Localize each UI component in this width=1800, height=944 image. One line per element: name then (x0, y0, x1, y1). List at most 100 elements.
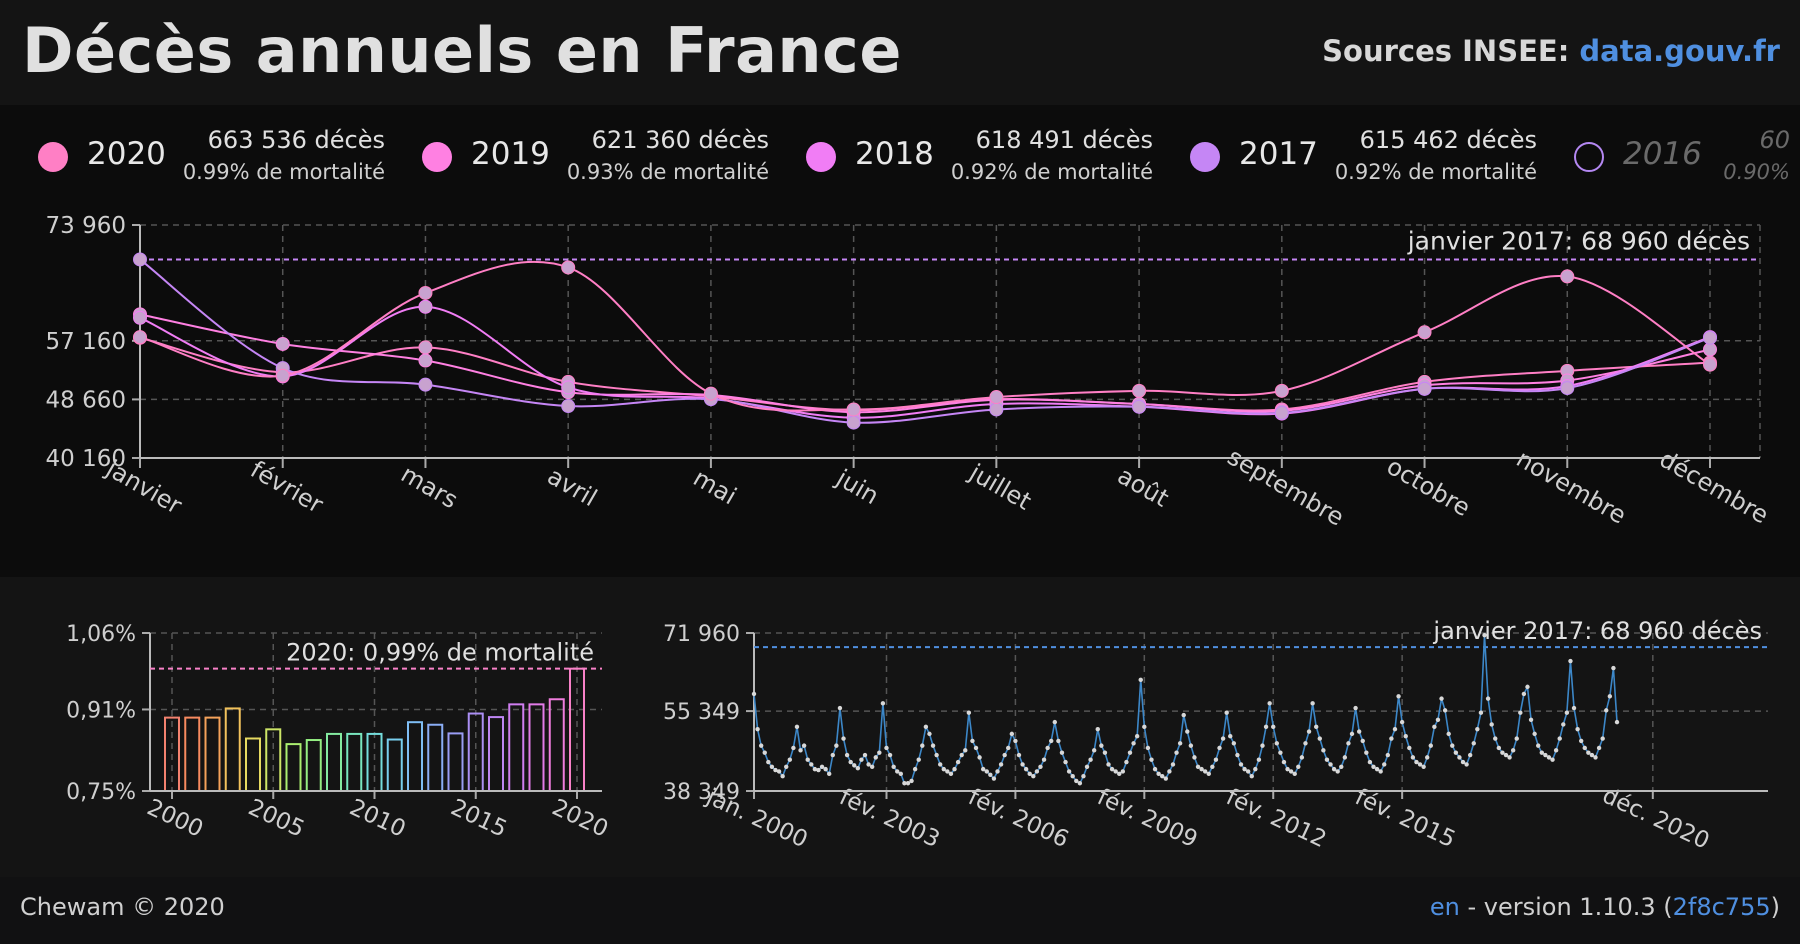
data-point (1292, 771, 1297, 777)
data-point (1113, 769, 1118, 774)
x-tick-label: 2000 (143, 795, 207, 843)
data-point (959, 752, 964, 758)
data-point (1132, 383, 1147, 398)
data-point (805, 757, 810, 762)
data-point (1532, 731, 1537, 737)
data-point (787, 757, 793, 762)
x-tick-label: fév. 2006 (964, 784, 1072, 853)
data-point (1439, 696, 1444, 701)
data-point (1578, 738, 1584, 744)
data-point (923, 724, 929, 730)
data-point (1070, 773, 1075, 779)
data-point (1560, 269, 1575, 284)
data-point (912, 766, 918, 772)
data-point (844, 752, 850, 758)
reference-label: janvier 2017: 68 960 décès (1407, 226, 1750, 255)
version-info: en - version 1.10.3 (2f8c755) (1430, 893, 1780, 921)
x-tick-label: fév. 2003 (835, 784, 943, 853)
data-point (1109, 766, 1115, 772)
data-point (980, 766, 986, 772)
data-point (823, 766, 828, 772)
data-point (1132, 399, 1147, 414)
data-point (1256, 757, 1262, 762)
data-point (1407, 745, 1412, 751)
data-point (1142, 724, 1147, 730)
sources-link[interactable]: data.gouv.fr (1579, 34, 1780, 68)
data-point (1167, 769, 1172, 774)
legend-item-2019[interactable]: 2019 621 360 décès 0.93% de mortalité (404, 118, 769, 198)
data-point (866, 762, 871, 767)
data-point (930, 743, 936, 748)
data-point (846, 415, 861, 430)
mortality-rate-chart: 1,06% 0,91% 0,75% 2000 2005 2010 2015 2020 2020:… (66, 622, 612, 843)
data-point (1521, 691, 1527, 697)
data-point (1510, 748, 1516, 753)
data-point (1371, 764, 1376, 769)
data-point (1131, 741, 1136, 746)
bar-2018 (528, 703, 545, 792)
data-point (1374, 766, 1380, 772)
data-point (887, 752, 893, 758)
data-point (1174, 750, 1179, 755)
legend-item-2017[interactable]: 2017 615 462 décès 0.92% de mortalité (1172, 118, 1537, 198)
legend-year: 2017 (1239, 136, 1318, 172)
data-point (1274, 741, 1280, 746)
data-point (1703, 357, 1717, 372)
data-point (1160, 773, 1165, 779)
bar-2017 (508, 703, 525, 792)
data-point (1417, 381, 1432, 396)
data-point (1356, 729, 1362, 734)
data-point (1020, 762, 1025, 767)
x-tick-label: fév. 2015 (1351, 784, 1459, 853)
data-point (1367, 759, 1373, 765)
data-point (1002, 752, 1007, 758)
header: Décès annuels en France Sources INSEE: d… (0, 0, 1800, 105)
data-point (877, 750, 882, 755)
data-point (938, 762, 943, 767)
x-tick-label: jan. 2000 (702, 784, 812, 854)
data-point (1543, 752, 1548, 758)
commit-link[interactable]: 2f8c755 (1672, 893, 1771, 921)
language-link[interactable]: en (1429, 893, 1460, 921)
data-point (1138, 677, 1143, 683)
data-point (988, 772, 993, 777)
data-point (1088, 757, 1093, 762)
legend-item-2018[interactable]: 2018 618 491 décès 0.92% de mortalité (788, 118, 1153, 198)
data-point (1560, 381, 1575, 396)
reference-label: janvier 2017: 68 960 décès (1432, 617, 1762, 645)
data-point (1614, 719, 1620, 725)
data-point (275, 336, 290, 351)
data-point (891, 764, 896, 769)
data-point (920, 743, 925, 748)
x-tick-label: 2010 (345, 795, 409, 843)
legend-item-2016[interactable]: 2016 60 0.90% (1556, 118, 1790, 198)
bar-2010 (366, 732, 383, 792)
data-point (1446, 731, 1451, 737)
data-point (955, 759, 961, 765)
data-point (873, 755, 878, 760)
data-point (766, 759, 771, 765)
y-tick-label: 73 960 (46, 213, 126, 239)
data-point (895, 769, 900, 774)
data-point (862, 752, 868, 758)
data-point (812, 766, 818, 772)
data-point (916, 757, 921, 762)
data-point (1317, 736, 1322, 741)
y-tick-label: 0,75% (66, 780, 136, 805)
data-point (1027, 771, 1032, 777)
data-point (1120, 769, 1126, 774)
data-point (1331, 766, 1337, 772)
data-point (989, 402, 1004, 417)
data-point (1321, 748, 1326, 753)
data-point (1589, 752, 1595, 758)
data-point (1106, 762, 1111, 767)
bar-2003 (224, 707, 241, 792)
x-tick-label: mars (396, 460, 462, 514)
x-tick-label: août (1113, 461, 1174, 512)
data-point (1163, 776, 1169, 781)
data-point (1099, 743, 1104, 748)
legend-item-2020[interactable]: 2020 663 536 décès 0.99% de mortalité (20, 118, 385, 198)
data-point (1536, 743, 1541, 748)
data-point (780, 773, 785, 779)
